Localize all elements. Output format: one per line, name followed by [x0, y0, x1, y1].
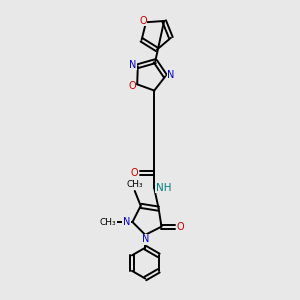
Text: CH₃: CH₃ — [100, 218, 116, 226]
Text: O: O — [131, 168, 139, 178]
Text: N: N — [142, 234, 149, 244]
Text: O: O — [176, 222, 184, 232]
Text: N: N — [167, 70, 175, 80]
Text: N: N — [123, 217, 130, 227]
Text: N: N — [129, 60, 136, 70]
Text: NH: NH — [156, 183, 172, 193]
Text: CH₃: CH₃ — [126, 180, 143, 189]
Text: O: O — [128, 81, 136, 91]
Text: O: O — [139, 16, 147, 26]
